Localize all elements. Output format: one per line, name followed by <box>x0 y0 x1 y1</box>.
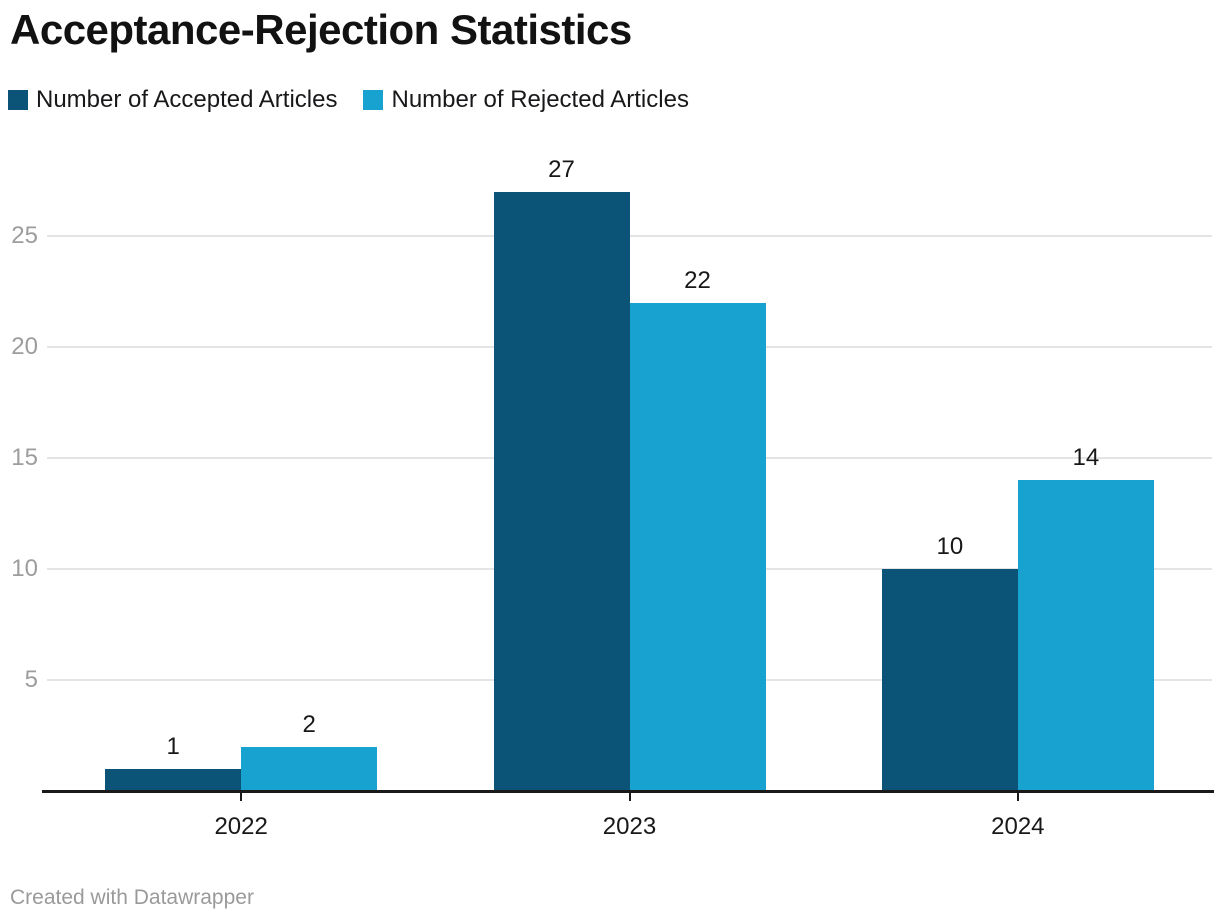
legend-swatch-icon <box>8 90 28 110</box>
x-axis-baseline <box>42 790 1214 793</box>
chart-title: Acceptance-Rejection Statistics <box>10 6 632 53</box>
value-label: 1 <box>166 732 180 760</box>
bar-accepted <box>881 569 1018 791</box>
value-label: 27 <box>548 155 575 183</box>
x-tick-label: 2023 <box>602 813 657 840</box>
legend: Number of Accepted Articles Number of Rej… <box>8 86 689 114</box>
legend-item: Number of Accepted Articles <box>8 86 337 114</box>
value-label: 2 <box>302 710 316 738</box>
value-label: 10 <box>936 533 964 560</box>
x-axis-tick <box>628 793 631 801</box>
attribution: Created with Datawrapper <box>10 886 254 909</box>
x-tick-label: 2022 <box>214 813 268 840</box>
x-axis-tick <box>240 793 243 801</box>
y-tick-label: 15 <box>11 444 38 471</box>
bar-accepted <box>493 191 630 791</box>
legend-label: Number of Accepted Articles <box>36 86 338 113</box>
value-label: 14 <box>1072 444 1100 472</box>
gridline <box>47 235 1212 237</box>
bar-rejected <box>1017 480 1154 791</box>
legend-item: Number of Rejected Articles <box>363 86 689 114</box>
y-tick-label: 5 <box>24 666 38 693</box>
y-tick-label: 25 <box>11 222 38 249</box>
y-tick-label: 10 <box>11 555 38 582</box>
bar-accepted <box>105 768 242 791</box>
bar-rejected <box>241 746 378 791</box>
x-axis-tick <box>1016 793 1019 801</box>
legend-label: Number of Rejected Articles <box>391 86 689 113</box>
bar-rejected <box>629 302 766 791</box>
y-tick-label: 20 <box>11 333 38 360</box>
value-label: 22 <box>684 266 711 294</box>
legend-swatch-icon <box>363 90 384 110</box>
x-tick-label: 2024 <box>991 813 1045 840</box>
